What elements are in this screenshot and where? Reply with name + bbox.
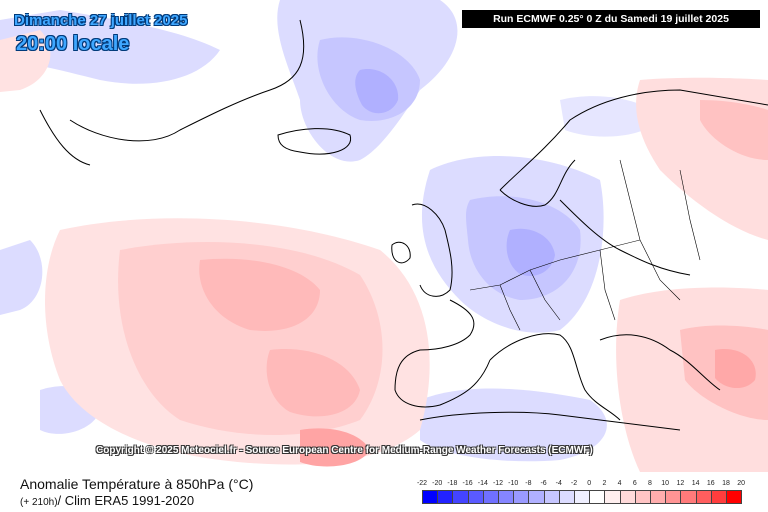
legend-swatch xyxy=(604,490,621,504)
warm-anomaly-zones xyxy=(0,30,768,472)
color-legend: -22 -20 -18 -16 -14 -12 -10 -8 -6 -4 -2 0 2 4 6 8 10 12 14… xyxy=(416,480,752,510)
british-isles xyxy=(411,203,453,297)
legend-label: 6 xyxy=(632,480,637,487)
legend-label: 18 xyxy=(722,480,730,487)
legend-swatch xyxy=(710,490,727,504)
greenland-coast xyxy=(69,19,305,142)
legend-swatch xyxy=(726,490,743,504)
legend-label: -14 xyxy=(477,480,488,487)
legend-swatch xyxy=(680,490,697,504)
legend-label: 0 xyxy=(587,480,592,487)
legend-label: 8 xyxy=(648,480,652,487)
legend-swatch xyxy=(574,490,591,504)
legend-label: -4 xyxy=(555,480,562,487)
forecast-date: Dimanche 27 juillet 2025 xyxy=(14,12,188,29)
climatology-label: / Clim ERA5 1991-2020 xyxy=(57,493,195,508)
copyright-notice: Copyright © 2025 Meteociel.fr - Source E… xyxy=(96,445,593,456)
legend-label: -18 xyxy=(447,480,458,487)
map-subtitle: (+ 210h)/ Clim ERA5 1991-2020 xyxy=(20,493,194,508)
legend-swatch xyxy=(589,490,606,504)
legend-label: -20 xyxy=(432,480,443,487)
legend-label: -8 xyxy=(525,480,532,487)
legend-label: 10 xyxy=(661,480,670,487)
legend-swatch xyxy=(452,490,469,504)
legend-swatch xyxy=(558,490,575,504)
map-canvas xyxy=(0,0,768,472)
forecast-lead-time: (+ 210h) xyxy=(20,497,58,508)
legend-swatch xyxy=(543,490,560,504)
legend-swatch xyxy=(528,490,545,504)
legend-swatch xyxy=(437,490,454,504)
map-footer: Anomalie Température à 850hPa (°C) (+ 21… xyxy=(0,472,768,512)
legend-label: -6 xyxy=(540,480,547,487)
legend-label: -16 xyxy=(462,480,473,487)
forecast-local-time: 20:00 locale xyxy=(16,33,130,55)
legend-label: 2 xyxy=(602,480,607,487)
legend-label: -10 xyxy=(508,480,519,487)
model-run-label: Run ECMWF 0.25° 0 Z du Samedi 19 juillet… xyxy=(462,10,760,28)
legend-swatch xyxy=(467,490,484,504)
coastlines xyxy=(39,19,768,431)
legend-label: -12 xyxy=(492,480,504,487)
legend-label: -2 xyxy=(570,480,578,487)
legend-swatch xyxy=(634,490,651,504)
italy-coast xyxy=(489,333,621,421)
legend-label: 14 xyxy=(691,480,700,487)
iceland-coast xyxy=(277,128,352,155)
scandinavia-coast xyxy=(499,89,768,191)
anomaly-map xyxy=(0,0,768,472)
legend-swatch xyxy=(513,490,530,504)
cold-anomaly-zones xyxy=(0,0,660,462)
country-borders xyxy=(469,159,701,331)
legend-swatch xyxy=(498,490,515,504)
legend-swatch xyxy=(665,490,682,504)
legend-label: 16 xyxy=(706,480,715,487)
legend-swatch xyxy=(482,490,499,504)
legend-label: 20 xyxy=(737,480,746,487)
legend-swatch xyxy=(695,490,712,504)
legend-label: 4 xyxy=(617,480,622,487)
legend-swatch xyxy=(422,490,439,504)
iberia-coast xyxy=(394,299,491,408)
legend-label: -22 xyxy=(416,480,428,487)
legend-swatch xyxy=(619,490,636,504)
north-africa-coast xyxy=(419,411,681,431)
legend-swatch xyxy=(650,490,667,504)
map-title: Anomalie Température à 850hPa (°C) xyxy=(20,476,254,492)
legend-label: 12 xyxy=(676,480,685,487)
